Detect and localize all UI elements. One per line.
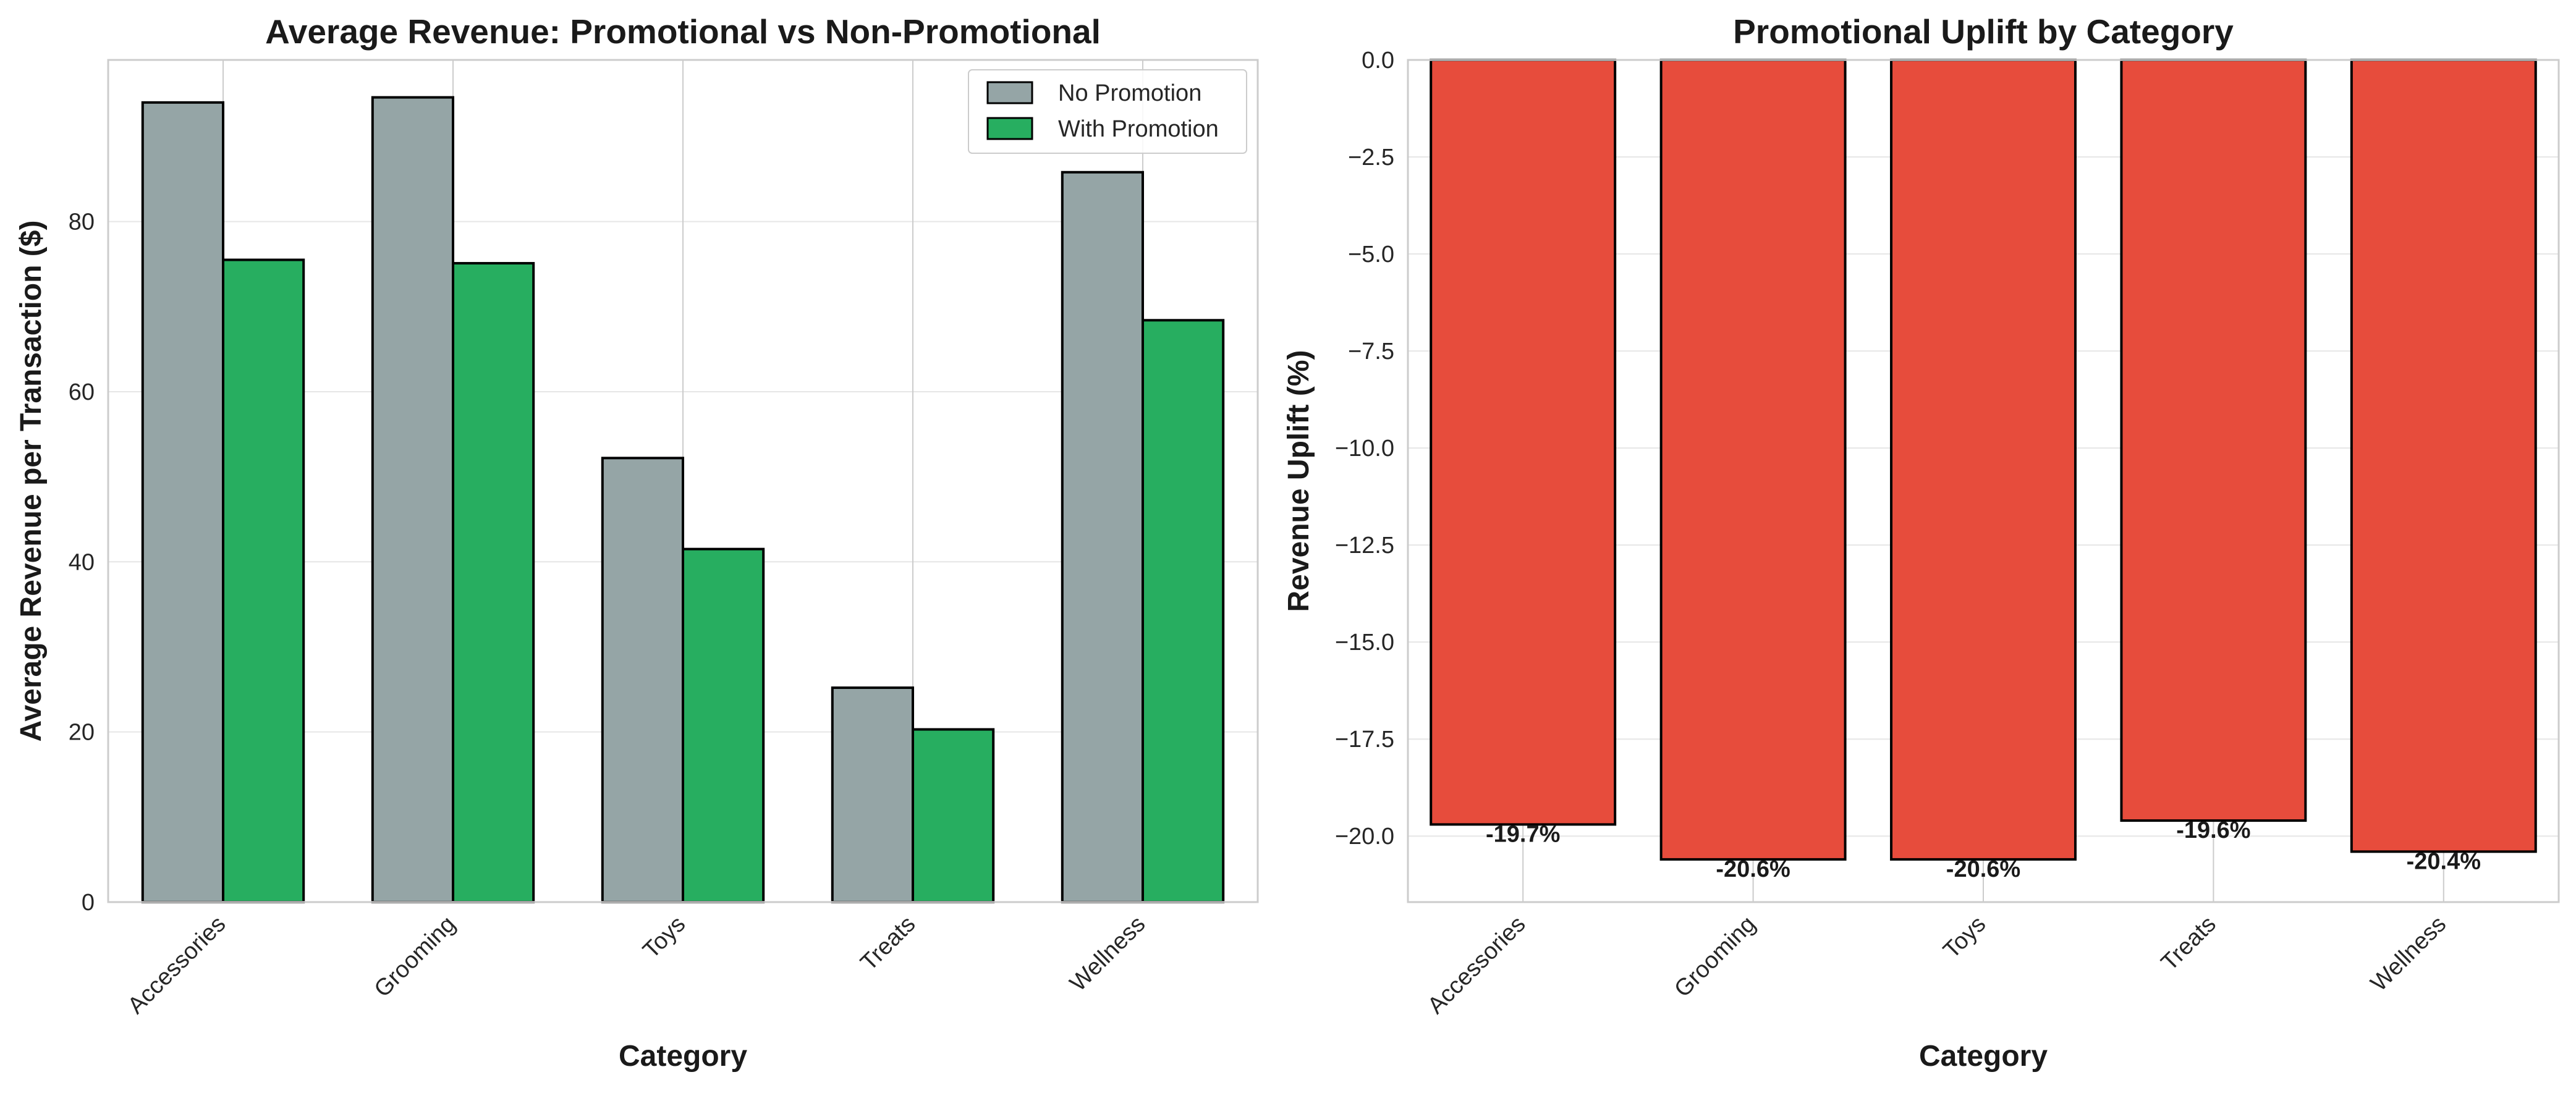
right-x-ticks: Accessories Grooming Toys Treats Wellness bbox=[1423, 911, 2451, 1019]
right-y-tick-label: −15.0 bbox=[1335, 630, 1394, 656]
bar-no-promotion-accessories bbox=[141, 101, 224, 903]
left-x-tick-label-accessories: Accessories bbox=[123, 911, 231, 1019]
right-x-tick-label-grooming: Grooming bbox=[1669, 911, 1761, 1003]
right-x-tick-label-wellness: Wellness bbox=[2366, 911, 2451, 997]
right-y-tick-label: −7.5 bbox=[1348, 339, 1394, 365]
left-y-ticks: 0 20 40 60 80 bbox=[69, 209, 95, 916]
right-y-tick-label: 0.0 bbox=[1362, 48, 1394, 74]
legend-label-no-promotion: No Promotion bbox=[1058, 80, 1201, 106]
left-x-tick-label-wellness: Wellness bbox=[1065, 911, 1150, 997]
bar-no-promotion-wellness bbox=[1061, 171, 1145, 904]
right-x-tick-label-toys: Toys bbox=[1938, 911, 1991, 964]
right-y-tick-label: −5.0 bbox=[1348, 242, 1394, 268]
right-y-ticks: 0.0 −2.5 −5.0 −7.5 −10.0 −12.5 −15.0 −17.5 −20.0 bbox=[1335, 48, 1394, 850]
bar-uplift-grooming bbox=[1659, 59, 1847, 861]
legend: No Promotion With Promotion bbox=[968, 69, 1247, 154]
right-y-tick-label: −20.0 bbox=[1335, 824, 1394, 850]
left-y-axis-label: Average Revenue per Transaction ($) bbox=[15, 221, 48, 742]
left-chart-title: Average Revenue: Promotional vs Non-Prom… bbox=[265, 12, 1101, 51]
data-label-treats: -19.6% bbox=[2176, 817, 2250, 843]
right-bars bbox=[1430, 59, 2537, 861]
bar-no-promotion-grooming bbox=[371, 96, 454, 904]
right-y-tick-label: −12.5 bbox=[1335, 533, 1394, 559]
left-x-tick-label-toys: Toys bbox=[638, 911, 690, 964]
right-y-axis-label: Revenue Uplift (%) bbox=[1282, 350, 1315, 612]
right-y-tick-label: −17.5 bbox=[1335, 727, 1394, 753]
left-y-tick-label: 80 bbox=[69, 209, 95, 235]
left-x-ticks: Accessories Grooming Toys Treats Wellness bbox=[123, 911, 1151, 1019]
left-y-tick-label: 40 bbox=[69, 549, 95, 575]
bar-uplift-treats bbox=[2120, 59, 2307, 822]
left-x-axis-label: Category bbox=[619, 1040, 747, 1073]
right-y-tick-label: −10.0 bbox=[1335, 436, 1394, 462]
chart-promotional-uplift: 0.0 −2.5 −5.0 −7.5 −10.0 −12.5 −15.0 −17.5 −20.0… bbox=[1282, 12, 2560, 1073]
legend-swatch-with-promotion bbox=[986, 117, 1033, 140]
data-label-accessories: -19.7% bbox=[1486, 821, 1560, 847]
right-x-tick-label-treats: Treats bbox=[2156, 911, 2221, 976]
bar-with-promotion-grooming bbox=[452, 262, 535, 903]
right-plot-frame bbox=[1407, 59, 2560, 903]
right-data-labels: -19.7% -20.6% -20.6% -19.6% -20.4% bbox=[1486, 817, 2481, 882]
left-y-tick-label: 0 bbox=[82, 890, 95, 916]
bar-no-promotion-toys bbox=[601, 457, 684, 903]
left-y-tick-label: 20 bbox=[69, 720, 95, 746]
right-x-axis-label: Category bbox=[1919, 1040, 2048, 1073]
bar-with-promotion-wellness bbox=[1142, 319, 1225, 903]
bar-uplift-accessories bbox=[1430, 59, 1617, 826]
left-x-tick-label-grooming: Grooming bbox=[370, 911, 461, 1003]
right-y-tick-label: −2.5 bbox=[1348, 145, 1394, 171]
legend-label-with-promotion: With Promotion bbox=[1058, 116, 1219, 142]
legend-box bbox=[968, 69, 1247, 154]
right-x-tick-label-accessories: Accessories bbox=[1423, 911, 1531, 1019]
left-x-tick-label-treats: Treats bbox=[856, 911, 921, 976]
bar-no-promotion-treats bbox=[831, 686, 915, 904]
left-plot-frame bbox=[107, 59, 1259, 903]
bar-uplift-wellness bbox=[2350, 59, 2537, 853]
bar-uplift-toys bbox=[1890, 59, 2077, 861]
legend-swatch-no-promotion bbox=[986, 81, 1033, 104]
data-label-grooming: -20.6% bbox=[1716, 856, 1790, 882]
chart-average-revenue: 0 20 40 60 80 Accessories Grooming Toys Treats W… bbox=[15, 12, 1259, 1073]
data-label-toys: -20.6% bbox=[1946, 856, 2020, 882]
data-label-wellness: -20.4% bbox=[2407, 848, 2481, 874]
bar-with-promotion-accessories bbox=[222, 258, 305, 903]
left-y-tick-label: 60 bbox=[69, 379, 95, 405]
bar-with-promotion-treats bbox=[912, 728, 995, 903]
right-chart-title: Promotional Uplift by Category bbox=[1733, 12, 2234, 51]
bar-with-promotion-toys bbox=[682, 547, 765, 903]
